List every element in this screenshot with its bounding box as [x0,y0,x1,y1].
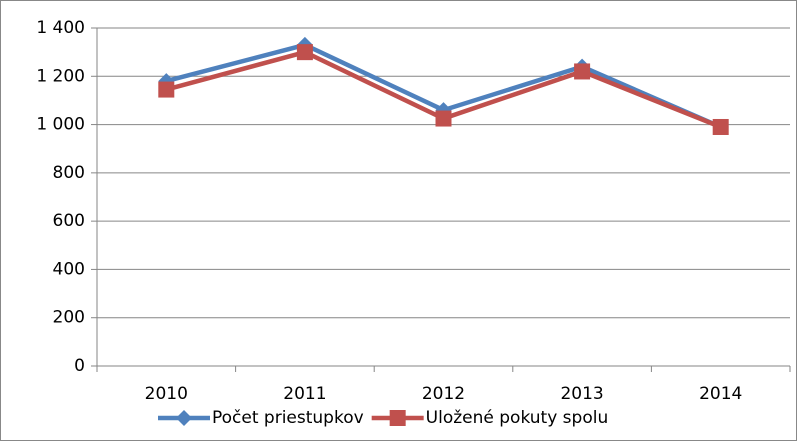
y-tick-label: 1 000 [36,115,85,135]
x-tick-label: 2011 [283,384,326,404]
x-tick-label: 2013 [560,384,603,404]
y-tick-label: 1 200 [36,66,85,86]
legend-label: Počet priestupkov [212,408,364,428]
marker [389,410,406,426]
y-tick-label: 600 [53,211,85,231]
y-tick-label: 400 [53,259,85,279]
y-tick-label: 200 [53,308,85,328]
x-tick-label: 2010 [145,384,188,404]
marker [296,44,313,61]
marker [158,81,175,98]
y-tick-label: 800 [53,163,85,183]
marker [574,63,591,80]
x-tick-label: 2014 [699,384,742,404]
y-tick-label: 0 [74,356,85,376]
marker [435,110,452,127]
marker [712,118,729,135]
x-tick-label: 2012 [422,384,465,404]
marker [176,410,192,426]
y-tick-label: 1 400 [36,18,85,38]
legend-label: Uložené pokuty spolu [426,408,609,428]
